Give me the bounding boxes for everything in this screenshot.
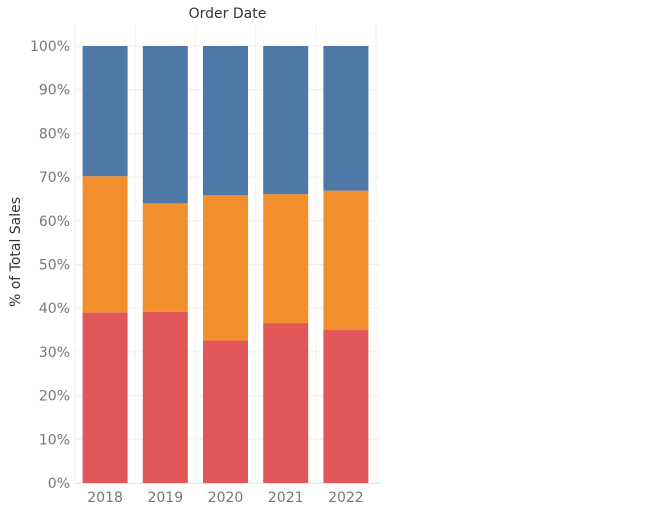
x-tick-label: 2018 xyxy=(87,490,123,506)
bar-segment xyxy=(263,194,309,324)
column-header-title: Order Date xyxy=(188,6,267,22)
x-tick-label: 2019 xyxy=(147,490,183,506)
y-tick-label: 70% xyxy=(39,170,70,186)
bar-segment xyxy=(142,203,188,312)
bar-segment xyxy=(142,311,188,483)
bar-segment xyxy=(263,323,309,483)
bar-segment xyxy=(203,46,248,196)
x-tick-label: 2022 xyxy=(328,490,364,506)
bar-segment xyxy=(203,340,248,483)
y-tick-label: 30% xyxy=(39,345,70,361)
y-tick-label: 60% xyxy=(39,214,70,230)
bar-segment xyxy=(82,46,128,177)
bar-segment xyxy=(323,330,369,483)
y-tick-label: 0% xyxy=(48,476,70,492)
y-tick-label: 100% xyxy=(30,39,70,55)
bar-segment xyxy=(323,46,369,191)
bar-segment xyxy=(82,176,128,313)
bar-segment xyxy=(323,190,369,331)
y-tick-label: 50% xyxy=(39,258,70,274)
y-tick-label: 90% xyxy=(39,83,70,99)
bar-segment xyxy=(203,195,248,341)
y-tick-label: 10% xyxy=(39,432,70,448)
y-tick-label: 80% xyxy=(39,126,70,142)
bar-segment xyxy=(263,46,309,195)
y-tick-label: 20% xyxy=(39,389,70,405)
x-tick-label: 2021 xyxy=(268,490,304,506)
y-tick-label: 40% xyxy=(39,301,70,317)
bar-segment xyxy=(82,312,128,483)
x-tick-label: 2020 xyxy=(208,490,244,506)
bar-segment xyxy=(142,46,188,204)
